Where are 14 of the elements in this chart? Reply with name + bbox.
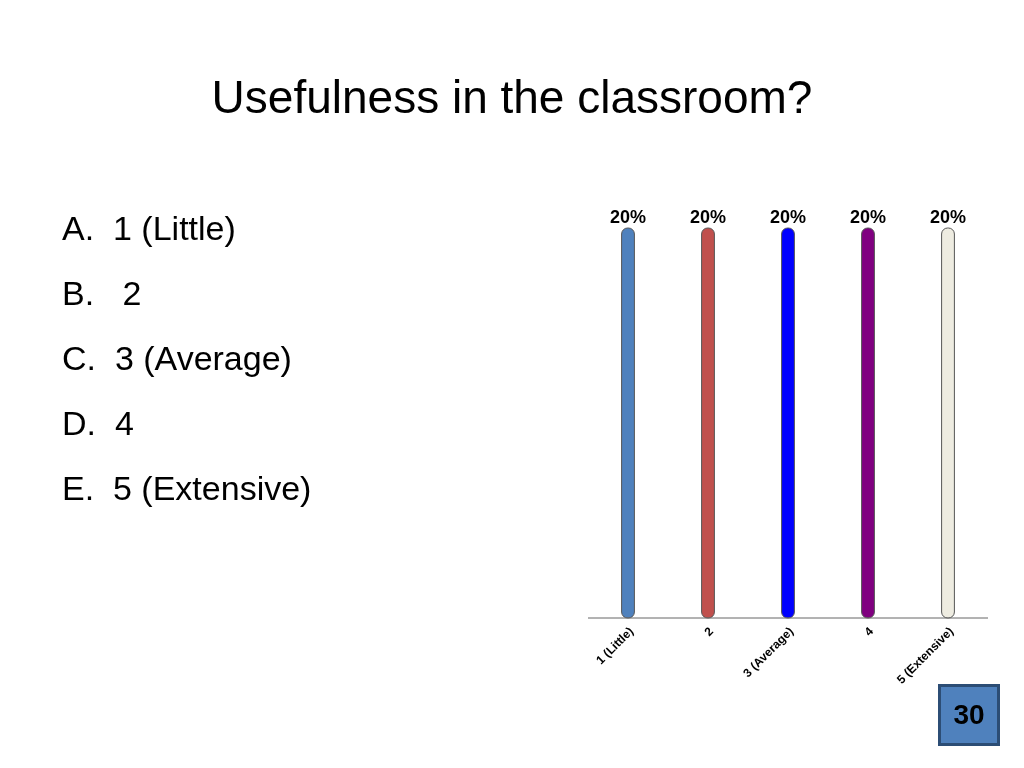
text: E. 5 (Extensive) [62, 468, 312, 509]
text: C. 3 (Average) [62, 338, 293, 379]
text: A. 1 (Little) [62, 208, 237, 249]
data-label: 20% [609, 207, 647, 227]
text: 30 [953, 699, 985, 731]
chart-title: Usefulness in the classroom? [210, 70, 814, 124]
text: D. 4 [62, 403, 135, 444]
data-label: 20% [769, 207, 807, 227]
data-label: 20% [689, 207, 727, 227]
x-tick-label: 4 [861, 624, 877, 639]
data-label: 20% [849, 207, 887, 227]
text: B. 2 [62, 273, 143, 314]
data-label: 20% [929, 207, 967, 227]
x-tick-label: 2 [701, 624, 717, 639]
